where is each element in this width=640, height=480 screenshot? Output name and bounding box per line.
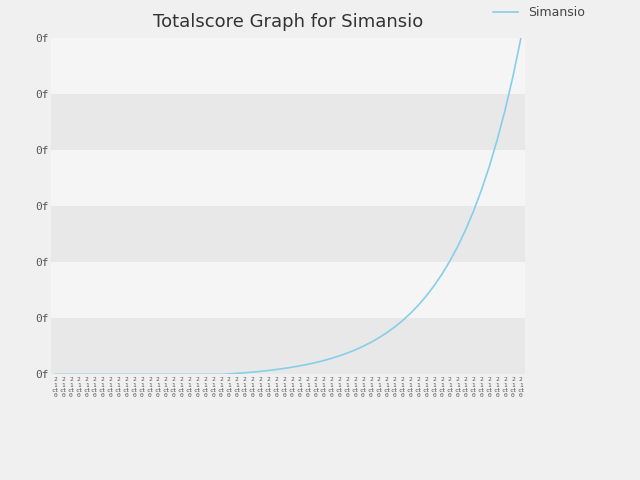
- Title: Totalscore Graph for Simansio: Totalscore Graph for Simansio: [153, 13, 423, 31]
- Simansio: [209, 372, 217, 377]
- Bar: [51, 263, 525, 318]
- Simansio: [186, 372, 193, 377]
- Line: Simansio: Simansio: [55, 38, 521, 374]
- Simansio: [51, 372, 59, 377]
- Bar: [51, 95, 525, 150]
- Simansio: [343, 350, 351, 356]
- Legend: Simansio: Simansio: [488, 1, 589, 24]
- Simansio: [201, 372, 209, 377]
- Bar: [51, 206, 525, 263]
- Simansio: [131, 372, 138, 377]
- Simansio: [517, 36, 525, 41]
- Simansio: [170, 372, 177, 377]
- Bar: [51, 38, 525, 95]
- Bar: [51, 150, 525, 206]
- Bar: [51, 318, 525, 374]
